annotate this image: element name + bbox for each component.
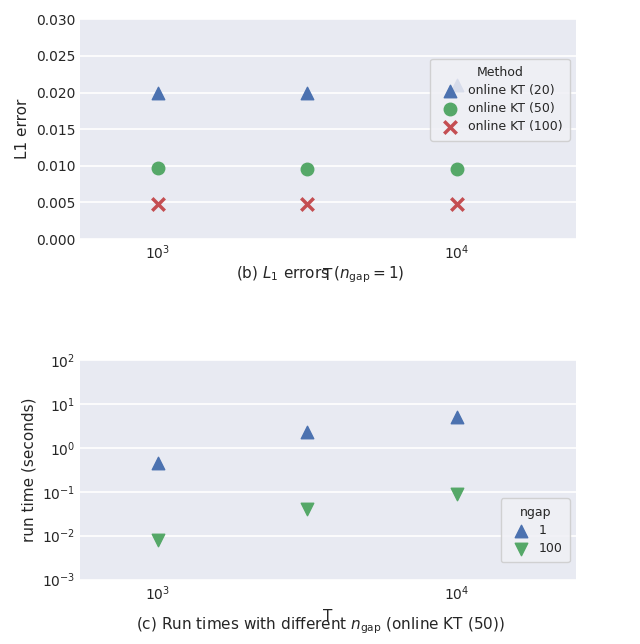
100 [152,535,163,545]
online KT (50) [152,163,163,173]
1 [452,412,462,422]
Legend: 1, 100: 1, 100 [501,498,570,562]
online KT (50) [452,164,462,175]
online KT (20) [302,88,312,98]
X-axis label: T: T [323,609,333,623]
online KT (100) [302,199,312,209]
100 [302,504,312,515]
online KT (20) [152,88,163,98]
online KT (20) [452,80,462,90]
online KT (100) [152,199,163,209]
1 [302,427,312,437]
online KT (50) [302,164,312,175]
Y-axis label: run time (seconds): run time (seconds) [21,397,36,542]
X-axis label: T: T [323,268,333,283]
Y-axis label: L1 error: L1 error [15,99,30,159]
Legend: online KT (20), online KT (50), online KT (100): online KT (20), online KT (50), online K… [430,59,570,140]
online KT (100) [452,199,462,209]
Text: (b) $L_1$ errors ($n_{\mathrm{gap}} = 1$): (b) $L_1$ errors ($n_{\mathrm{gap}} = 1$… [236,265,404,285]
Text: (c) Run times with different $n_{\mathrm{gap}}$ (online KT (50)): (c) Run times with different $n_{\mathrm… [136,615,504,636]
1 [152,458,163,468]
100 [452,489,462,499]
